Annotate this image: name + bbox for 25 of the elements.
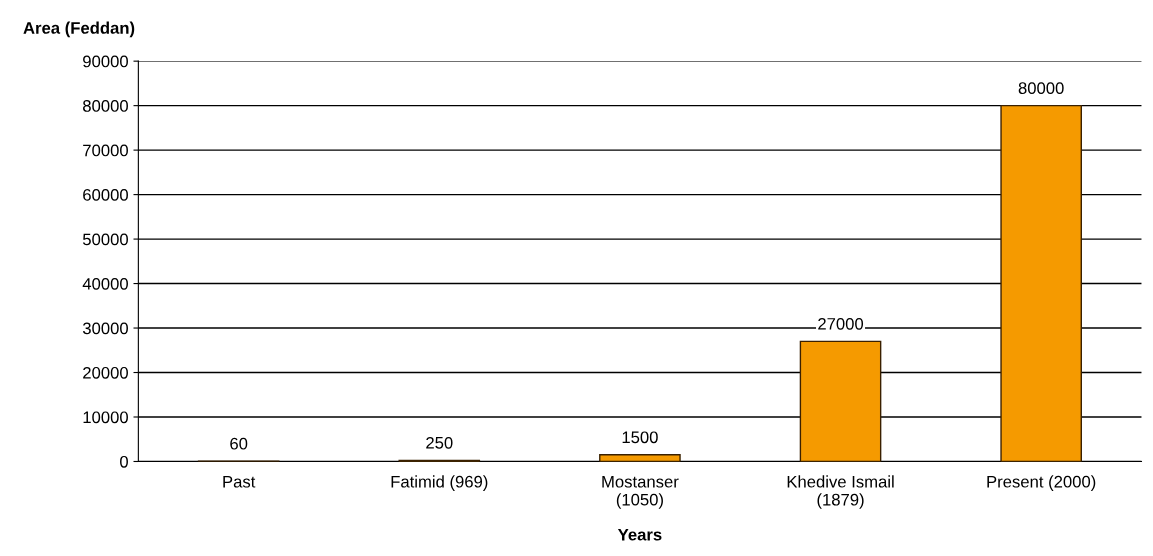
y-tick-label: 70000 <box>83 144 128 157</box>
y-tick-label: 30000 <box>82 322 128 335</box>
y-tick-label: 20000 <box>83 366 128 379</box>
data-label: 60 <box>230 437 248 450</box>
x-axis-title: Years <box>617 528 662 541</box>
data-label: 27000 <box>818 317 864 330</box>
x-tick-label: Fatimid (969) <box>391 475 488 491</box>
y-tick-label: 40000 <box>82 277 128 290</box>
y-tick-label: 10000 <box>83 411 128 424</box>
data-label: 80000 <box>1018 82 1064 95</box>
y-tick-label: 60000 <box>83 189 128 201</box>
y-tick-label: 50000 <box>82 233 128 246</box>
bar <box>599 454 681 462</box>
x-tick-label: Mostanser (1050) <box>602 475 679 509</box>
x-tick-label: Past <box>223 475 256 488</box>
x-tick-label: Present (2000) <box>987 475 1096 491</box>
y-tick-label: 80000 <box>83 100 128 112</box>
bar <box>799 340 882 462</box>
y-tick-label: 90000 <box>83 55 128 68</box>
data-label: 1500 <box>622 431 658 444</box>
y-tick-label: 0 <box>120 455 128 468</box>
y-axis-title: Area (Feddan) <box>23 21 135 38</box>
bar <box>1000 104 1082 462</box>
data-label: 250 <box>426 436 453 449</box>
x-tick-label: Khedive Ismail (1879) <box>787 475 894 509</box>
